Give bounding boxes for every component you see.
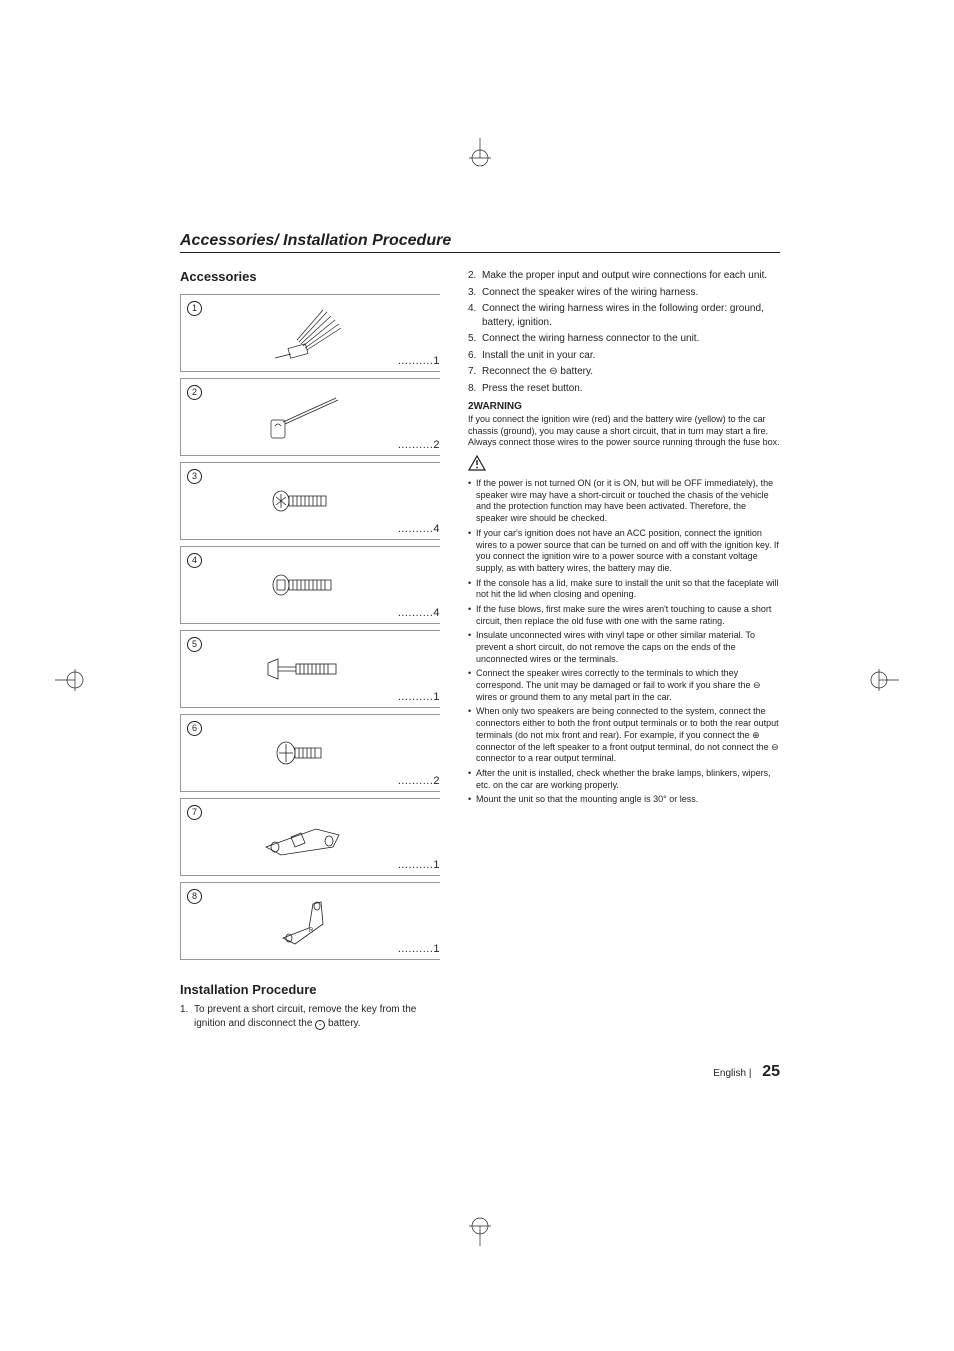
caution-item: Connect the speaker wires correctly to t… [476, 668, 780, 703]
accessory-qty: ..........1 [398, 691, 440, 703]
accessory-item: 3 [180, 462, 440, 540]
accessory-item: 5 [180, 630, 440, 708]
left-column: Accessories 1 [180, 269, 440, 1033]
step-text: Connect the speaker wires of the wiring … [482, 287, 698, 298]
accessories-heading: Accessories [180, 269, 440, 284]
install-step: 2.Make the proper input and output wire … [482, 269, 780, 283]
install-step: 8.Press the reset button. [482, 382, 780, 396]
accessories-list: 1 ..........1 [180, 294, 440, 960]
install-step: 5.Connect the wiring harness connector t… [482, 332, 780, 346]
footer-divider: | [749, 1068, 754, 1079]
caution-item: If your car's ignition does not have an … [476, 528, 780, 575]
caution-item: Mount the unit so that the mounting angl… [476, 794, 780, 806]
accessory-number: 2 [187, 385, 202, 400]
accessory-number: 4 [187, 553, 202, 568]
install-step: 7.Reconnect the ⊖ battery. [482, 365, 780, 379]
page-number: 25 [762, 1063, 780, 1080]
crop-mark-bottom [455, 1216, 505, 1246]
accessory-illustration [251, 387, 361, 447]
step-number: 3. [468, 286, 476, 300]
accessory-qty: ..........4 [398, 523, 440, 535]
step-text: Connect the wiring harness connector to … [482, 333, 699, 344]
step-text: Connect the wiring harness wires in the … [482, 303, 764, 328]
accessory-number: 5 [187, 637, 202, 652]
step-text: To prevent a short circuit, remove the k… [194, 1004, 416, 1029]
svg-text:R: R [309, 928, 314, 934]
step-number: 7. [468, 365, 476, 379]
step-text: Reconnect the ⊖ battery. [482, 366, 593, 377]
accessory-qty: ..........2 [398, 775, 440, 787]
install-step: 3.Connect the speaker wires of the wirin… [482, 286, 780, 300]
caution-item: Insulate unconnected wires with vinyl ta… [476, 630, 780, 665]
step-number: 4. [468, 302, 476, 316]
step-number: 5. [468, 332, 476, 346]
step-number: 1. [180, 1003, 188, 1017]
step-text: Press the reset button. [482, 383, 583, 394]
accessory-item: 6 ........ [180, 714, 440, 792]
accessory-illustration [251, 471, 361, 531]
install-steps-left: 1. To prevent a short circuit, remove th… [180, 1003, 440, 1030]
accessory-number: 1 [187, 301, 202, 316]
step-text: Install the unit in your car. [482, 350, 595, 361]
caution-triangle-icon [468, 455, 486, 471]
caution-item: After the unit is installed, check wheth… [476, 768, 780, 791]
warning-heading: 2WARNING [468, 401, 780, 412]
accessory-item: 2 ..........2 [180, 378, 440, 456]
accessory-item: 4 [180, 546, 440, 624]
accessory-item: 7 ..........1 [180, 798, 440, 876]
step-number: 8. [468, 382, 476, 396]
caution-item: When only two speakers are being connect… [476, 706, 780, 764]
install-step: 6.Install the unit in your car. [482, 349, 780, 363]
accessory-illustration [251, 555, 361, 615]
accessory-qty: ..........1 [398, 859, 440, 871]
accessory-item: 1 ..........1 [180, 294, 440, 372]
accessory-illustration: R [251, 891, 361, 951]
accessory-illustration [251, 723, 361, 783]
page-content: Accessories/ Installation Procedure Acce… [180, 232, 780, 1033]
accessory-number: 8 [187, 889, 202, 904]
section-title: Accessories/ Installation Procedure [180, 232, 780, 253]
accessory-qty: ..........4 [398, 607, 440, 619]
crop-mark-left [55, 655, 85, 705]
accessory-item: 8 R ..........1 [180, 882, 440, 960]
accessory-qty: ..........1 [398, 355, 440, 367]
accessory-number: 7 [187, 805, 202, 820]
accessory-number: 3 [187, 469, 202, 484]
step-number: 2. [468, 269, 476, 283]
warning-text: If you connect the ignition wire (red) a… [468, 414, 780, 449]
accessory-illustration [251, 639, 361, 699]
accessory-qty: ..........2 [398, 439, 440, 451]
accessory-illustration [251, 807, 361, 867]
right-column: 2. Make the proper input and output wire … [468, 269, 780, 1033]
accessory-qty: ..........1 [398, 943, 440, 955]
caution-item: If the power is not turned ON (or it is … [476, 478, 780, 525]
crop-mark-right [869, 655, 899, 705]
accessory-illustration [251, 303, 361, 363]
footer-language: English [713, 1068, 746, 1079]
step-text-cont: battery. [325, 1018, 360, 1029]
crop-mark-top [455, 138, 505, 168]
accessory-number: 6 [187, 721, 202, 736]
caution-item: If the fuse blows, first make sure the w… [476, 604, 780, 627]
step-number: 6. [468, 349, 476, 363]
install-step: 1. To prevent a short circuit, remove th… [194, 1003, 440, 1030]
caution-list: If the power is not turned ON (or it is … [468, 478, 780, 806]
minus-icon: - [315, 1020, 325, 1030]
install-step: 4.Connect the wiring harness wires in th… [482, 302, 780, 329]
step-text: Make the proper input and output wire co… [482, 270, 767, 281]
install-steps-right: 2. Make the proper input and output wire … [468, 269, 780, 395]
caution-item: If the console has a lid, make sure to i… [476, 578, 780, 601]
installation-heading: Installation Procedure [180, 982, 440, 997]
page-footer: English | 25 [713, 1063, 780, 1081]
